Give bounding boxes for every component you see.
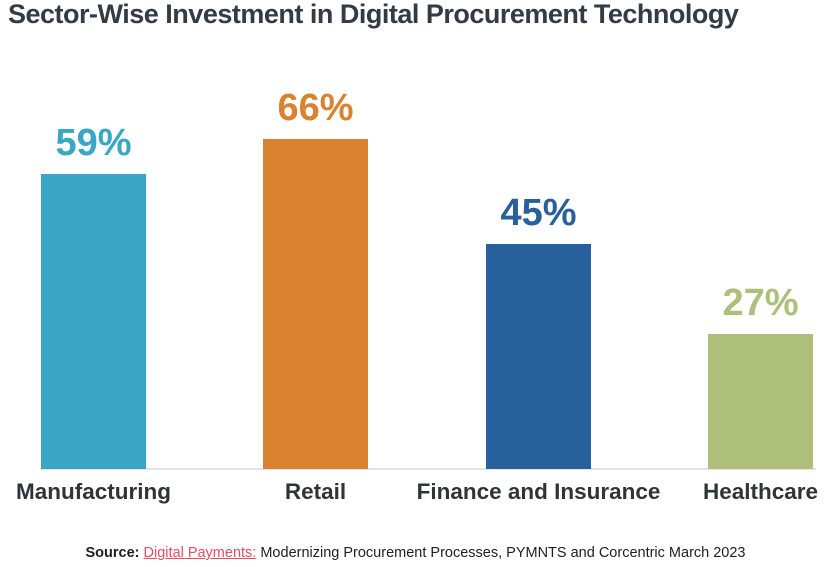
bar — [41, 174, 146, 469]
category-label: Finance and Insurance — [416, 479, 661, 504]
chart-title: Sector-Wise Investment in Digital Procur… — [8, 0, 739, 29]
source-text: Modernizing Procurement Processes, PYMNT… — [256, 545, 746, 561]
source-link[interactable]: Digital Payments: — [143, 545, 257, 561]
category-label: Manufacturing — [16, 479, 171, 504]
bar — [708, 334, 813, 469]
x-axis-baseline — [40, 468, 816, 470]
bar-value-label: 45% — [500, 192, 577, 234]
category-label: Healthcare — [702, 479, 819, 504]
bar — [486, 244, 591, 469]
bar-value-label: 66% — [277, 87, 354, 129]
bar-value-label: 27% — [722, 282, 799, 324]
source-prefix: Source: — [85, 545, 140, 561]
bar — [263, 139, 368, 469]
category-label: Retail — [284, 479, 347, 504]
bar-value-label: 59% — [55, 122, 132, 164]
source-line: Source: Digital Payments: Modernizing Pro… — [0, 545, 831, 561]
